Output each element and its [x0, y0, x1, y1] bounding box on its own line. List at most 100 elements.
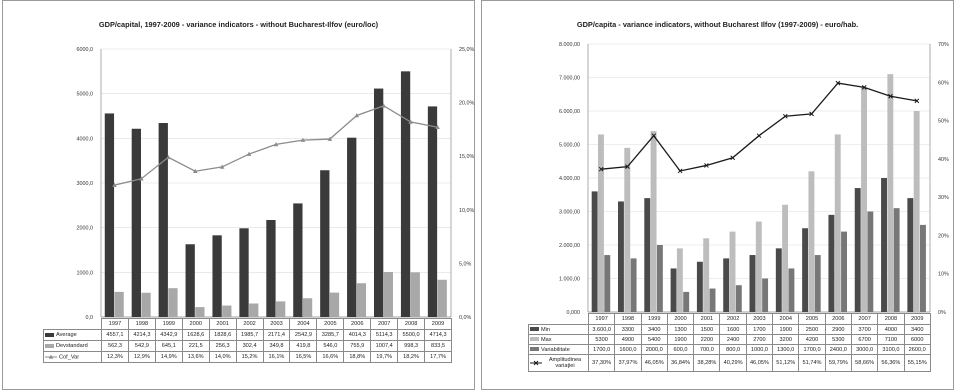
y-tick-label-left: 6000,0 [77, 47, 94, 53]
data-label: 13,6% [181, 351, 210, 363]
bar [755, 221, 762, 312]
x-tick-label: 2003 [262, 318, 291, 330]
table-row: Amplitudinea variaţiei 37,30% 37,97% 46,05%… [528, 354, 931, 372]
x-tick-label: 1997 [101, 318, 129, 330]
bar [249, 303, 259, 317]
y-tick-label-right: 0,0% [459, 315, 471, 321]
bar [775, 248, 782, 312]
data-label: 2000,0 [640, 344, 668, 355]
bar [266, 220, 276, 317]
legend-label: Min [541, 326, 551, 333]
series-point [139, 176, 144, 181]
chart-panel-left: GDP/capital, 1997-2009 - variance indica… [2, 0, 475, 390]
y-tick-label-left: 4.000,00 [559, 176, 580, 182]
bar [735, 285, 742, 312]
data-label: 2542,9 [289, 329, 318, 341]
x-tick-label: 2006 [343, 318, 372, 330]
bar [597, 134, 604, 312]
bar [782, 204, 789, 312]
data-label: 5400 [640, 334, 668, 345]
bar [656, 245, 663, 312]
y-tick-label-right: 10,0% [459, 208, 474, 214]
y-tick-label-left: 8.000,00 [559, 42, 580, 48]
data-label: 37,97% [614, 354, 642, 372]
data-label: 419,8 [289, 340, 318, 352]
data-label: 19,7% [370, 351, 399, 363]
data-label: 1900 [772, 324, 800, 335]
bar [703, 238, 710, 312]
table-row: Variabilitate 1700,0 1600,0 2000,0 600,0 700,… [528, 344, 931, 355]
bar [347, 137, 357, 317]
chart-panel-right: GDP/capita - variance indicators, withou… [481, 0, 954, 390]
data-label: 18,2% [397, 351, 426, 363]
series-point [625, 164, 630, 169]
data-label: 302,4 [235, 340, 264, 352]
chart-left: 0,0 1000,0 2000,0 3000,0 4000,0 5000,0 6000,0 0… [77, 47, 475, 321]
bar [591, 191, 598, 312]
data-label: 2171,4 [262, 329, 291, 341]
data-label: 4900 [614, 334, 642, 345]
data-label: 1628,6 [181, 329, 210, 341]
data-label: 3285,7 [316, 329, 345, 341]
data-label: 5300 [824, 334, 852, 345]
data-label: 1600 [719, 324, 747, 335]
x-tick-label: 2006 [824, 313, 852, 325]
y-tick-label-left: 7.000,00 [559, 76, 580, 82]
bar [212, 235, 222, 317]
data-label: 2500 [798, 324, 826, 335]
bar [617, 201, 624, 312]
data-label: 256,3 [208, 340, 237, 352]
legend-swatch [530, 327, 539, 332]
data-label: 38,28% [693, 354, 721, 372]
data-label: 4014,3 [343, 329, 372, 341]
table-row: Cof_Var 12,3% 12,9% 14,9% 13,6% 14,0% 15,2% 16,… [43, 351, 452, 363]
x-tick-label: 2009 [424, 318, 452, 330]
x-tick-label: 2001 [693, 313, 721, 325]
y-tick-label-right: 0% [938, 310, 946, 316]
y-tick-label-right: 5,0% [459, 261, 471, 267]
bar [320, 170, 330, 317]
series-point [327, 136, 333, 141]
data-label: 546,0 [316, 340, 345, 352]
bar [185, 244, 195, 317]
y-tick-label-left: 5000,0 [77, 92, 94, 98]
data-label: 59,79% [824, 354, 852, 372]
bar [293, 203, 303, 317]
x-tick-label: 2009 [903, 313, 931, 325]
data-label: 1300,0 [772, 344, 800, 355]
bar [887, 74, 894, 313]
bar [788, 268, 795, 312]
legend-entry: Variabilitate [528, 344, 589, 355]
data-label: 700,0 [693, 344, 721, 355]
legend-label: Cof_Var [59, 354, 80, 361]
bar [222, 305, 232, 317]
data-label: 12,3% [101, 351, 129, 363]
data-label: 4557,1 [101, 329, 129, 341]
x-tick-label: 2005 [798, 313, 826, 325]
y-tick-label-left: 6.000,00 [559, 109, 580, 115]
legend-entry: Min [528, 324, 589, 335]
legend-line-swatch [45, 354, 57, 360]
bar [814, 255, 821, 312]
bar [644, 198, 651, 312]
x-tick-label: 2008 [397, 318, 426, 330]
y-tick-label-right: 60% [938, 80, 949, 86]
bar [141, 292, 151, 317]
y-tick-label-left: 3.000,00 [559, 210, 580, 216]
bar [723, 258, 730, 312]
series-point [354, 113, 360, 118]
x-tick-label: 1998 [614, 313, 642, 325]
data-label: 1700,0 [587, 344, 616, 355]
legend-entry: Average [43, 329, 102, 341]
data-label: 5300 [587, 334, 616, 345]
bar [920, 224, 926, 312]
data-label: 16,1% [262, 351, 291, 363]
legend-swatch [530, 337, 539, 342]
data-label: 1700 [745, 324, 774, 335]
data-label: 542,9 [127, 340, 156, 352]
bar [604, 255, 611, 312]
series-point [888, 93, 893, 99]
data-label: 1300 [666, 324, 695, 335]
data-label: 2200 [693, 334, 721, 345]
data-label: 51,74% [798, 354, 826, 372]
